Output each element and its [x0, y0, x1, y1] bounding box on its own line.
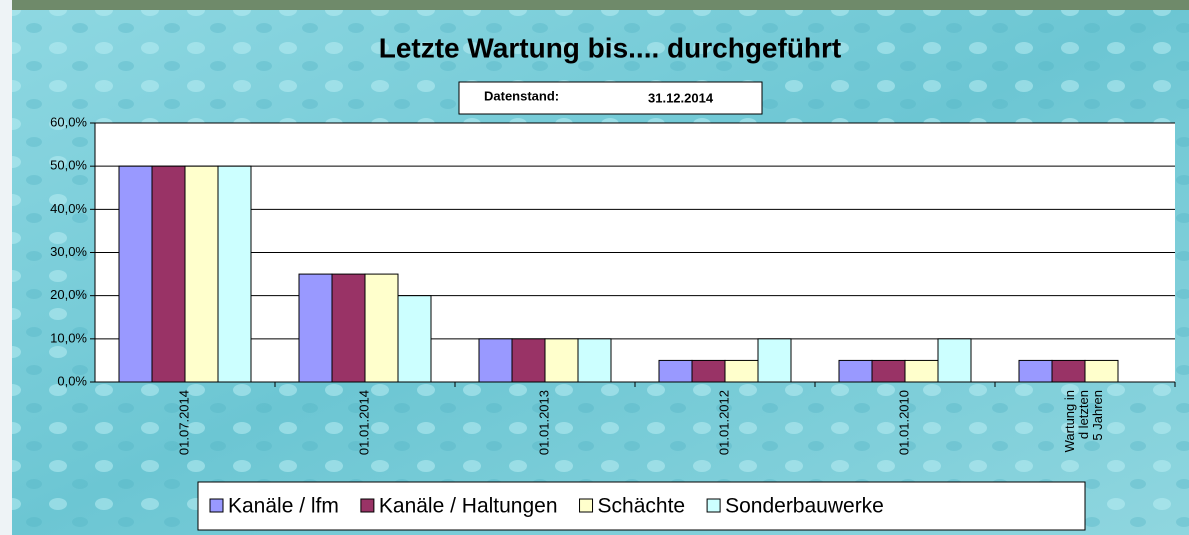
x-tick-label: 01.07.2014 [176, 390, 191, 455]
x-tick-label: 01.01.2010 [896, 390, 911, 455]
x-tick-label: 01.01.2014 [356, 390, 371, 455]
bar [905, 360, 938, 382]
bar [479, 339, 512, 382]
y-tick-label: 60,0% [50, 114, 87, 129]
bar [578, 339, 611, 382]
legend-label: Kanäle / lfm [228, 495, 339, 518]
bar [299, 274, 332, 382]
bar [659, 360, 692, 382]
bar [545, 339, 578, 382]
x-tick-label: 01.01.2012 [716, 390, 731, 455]
bar [185, 166, 218, 382]
bar [1019, 360, 1052, 382]
chart-title: Letzte Wartung bis.... durchgeführt [379, 32, 842, 63]
bar [1052, 360, 1085, 382]
y-tick-label: 20,0% [50, 287, 87, 302]
y-tick-label: 40,0% [50, 201, 87, 216]
y-tick-label: 10,0% [50, 330, 87, 345]
legend-swatch [580, 499, 593, 512]
bar [1085, 360, 1118, 382]
top-strip [0, 0, 1189, 10]
y-tick-label: 50,0% [50, 158, 87, 173]
bar [758, 339, 791, 382]
bar [398, 296, 431, 382]
date-label: Datenstand: [484, 88, 559, 103]
bar [872, 360, 905, 382]
y-tick-label: 0,0% [57, 373, 87, 388]
bar [725, 360, 758, 382]
legend-swatch [707, 499, 720, 512]
left-strip [0, 0, 12, 535]
bar [692, 360, 725, 382]
bar [839, 360, 872, 382]
page: Letzte Wartung bis.... durchgeführt Date… [0, 0, 1189, 535]
y-tick-label: 30,0% [50, 244, 87, 259]
legend-swatch [361, 499, 374, 512]
date-value: 31.12.2014 [648, 90, 714, 105]
bar [152, 166, 185, 382]
bar [512, 339, 545, 382]
chart: Letzte Wartung bis.... durchgeführt Date… [0, 0, 1189, 535]
legend-label: Kanäle / Haltungen [379, 495, 558, 518]
x-tick-label: 01.01.2013 [536, 390, 551, 455]
bar [938, 339, 971, 382]
legend-swatch [210, 499, 223, 512]
bar [119, 166, 152, 382]
legend-label: Sonderbauwerke [725, 495, 884, 518]
bar [365, 274, 398, 382]
legend-label: Schächte [598, 495, 686, 518]
bar [332, 274, 365, 382]
bar [218, 166, 251, 382]
